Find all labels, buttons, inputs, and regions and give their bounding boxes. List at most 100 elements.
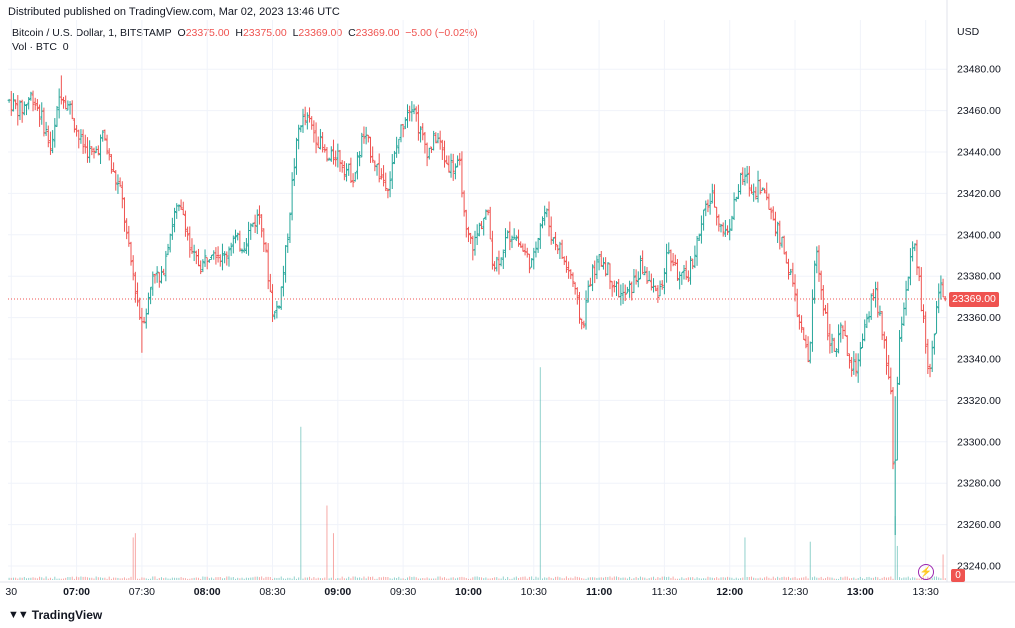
volume-bar xyxy=(696,577,698,580)
volume-bar xyxy=(204,576,206,580)
volume-bar xyxy=(637,578,639,580)
volume-label[interactable]: Vol · BTC xyxy=(12,41,57,53)
ohlc-bar xyxy=(477,222,481,237)
volume-bar xyxy=(239,578,241,580)
volume-bar xyxy=(587,577,589,580)
volume-bar xyxy=(28,577,30,580)
ohlc-bar xyxy=(593,260,597,284)
volume-bar xyxy=(698,578,700,580)
volume-bar xyxy=(727,576,729,580)
volume-bar xyxy=(676,578,678,580)
ohlc-bar xyxy=(819,270,823,300)
volume-bar xyxy=(106,578,108,580)
volume-bar xyxy=(100,577,102,580)
volume-bar xyxy=(816,577,818,580)
ohlc-bar xyxy=(599,250,603,267)
volume-bar xyxy=(422,578,424,580)
ohlc-bar xyxy=(804,334,808,349)
ohlc-bar xyxy=(675,259,679,281)
ohlc-bar xyxy=(571,272,575,287)
ohlc-bar xyxy=(856,353,860,383)
volume-bar xyxy=(117,577,119,580)
volume-bar xyxy=(570,577,572,580)
ohlc-bar xyxy=(247,221,251,256)
ohlc-bar xyxy=(244,237,248,254)
ohlc-bar xyxy=(538,223,542,249)
ohlc-bar xyxy=(231,235,235,254)
volume-bar xyxy=(420,578,422,580)
volume-bar xyxy=(613,576,615,580)
ohlc-bar xyxy=(159,266,163,284)
volume-bar xyxy=(380,577,382,580)
volume-bar xyxy=(844,576,846,580)
volume-bar xyxy=(833,578,835,580)
ohlc-bar xyxy=(763,188,767,194)
volume-bar xyxy=(437,576,439,580)
volume-bar xyxy=(864,578,866,580)
volume-bar xyxy=(413,576,415,580)
volume-bar xyxy=(415,577,417,580)
volume-bar xyxy=(467,578,469,580)
ohlc-bar xyxy=(312,120,316,143)
ohlc-bar xyxy=(33,97,37,111)
volume-bar xyxy=(713,578,715,580)
volume-bar xyxy=(629,576,631,580)
ohlc-bar xyxy=(758,179,762,195)
volume-bar xyxy=(687,577,689,580)
volume-bar xyxy=(254,576,256,580)
volume-bar xyxy=(269,577,271,580)
ohlc-bar xyxy=(817,245,821,282)
ohlc-bar xyxy=(795,288,799,318)
volume-bar xyxy=(838,578,840,580)
ohlc-bar xyxy=(510,235,514,248)
volume-bar xyxy=(389,578,391,580)
ohlc-bar xyxy=(318,128,322,150)
ohlc-bar xyxy=(756,170,760,203)
volume-bar xyxy=(330,577,332,580)
ohlc-bar xyxy=(525,247,529,258)
ohlc-bar xyxy=(586,280,590,303)
ohlc-bar xyxy=(238,230,242,252)
volume-bar xyxy=(578,577,580,580)
volume-bar xyxy=(224,578,226,580)
ohlc-bar xyxy=(323,144,327,153)
ohlc-bar xyxy=(432,130,436,151)
ohlc-bar xyxy=(928,363,932,378)
ohlc-bar xyxy=(773,211,777,237)
volume-bar xyxy=(91,577,93,580)
ohlc-bar xyxy=(534,241,538,258)
volume-bar xyxy=(145,578,147,580)
volume-bar xyxy=(311,578,313,580)
volume-bar xyxy=(235,578,237,580)
volume-bar xyxy=(761,578,763,580)
ohlc-bar xyxy=(780,236,784,248)
ohlc-bar xyxy=(480,221,484,230)
volume-bar xyxy=(644,577,646,580)
ohlc-bar xyxy=(932,333,936,355)
ohlc-bar xyxy=(802,327,806,341)
volume-bar xyxy=(848,578,850,580)
ohlc-bar xyxy=(497,250,501,275)
volume-bar xyxy=(152,576,154,580)
currency-label[interactable]: USD xyxy=(957,26,980,38)
volume-bar xyxy=(533,578,535,580)
lightning-icon[interactable]: ⚡ xyxy=(918,564,934,580)
volume-bar xyxy=(228,576,230,580)
ohlc-bar xyxy=(726,225,730,236)
ohlc-bar xyxy=(828,323,832,354)
y-tick-label: 23460.00 xyxy=(957,105,1001,117)
ohlc-bar xyxy=(305,112,309,130)
ohlc-bar xyxy=(769,207,773,220)
ohlc-bar xyxy=(125,218,129,240)
tradingview-brand[interactable]: ▼▼ TradingView xyxy=(8,608,102,622)
volume-bar xyxy=(39,576,41,580)
ohlc-bar xyxy=(85,137,89,163)
ohlc-bar xyxy=(911,241,915,262)
ohlc-bar xyxy=(136,282,140,307)
ohlc-bar xyxy=(601,257,605,270)
ohlc-bar xyxy=(151,271,155,296)
ohlc-bar xyxy=(88,140,92,163)
symbol-name[interactable]: Bitcoin / U.S. Dollar, 1, BITSTAMP xyxy=(12,27,172,39)
volume-bar xyxy=(287,577,289,580)
